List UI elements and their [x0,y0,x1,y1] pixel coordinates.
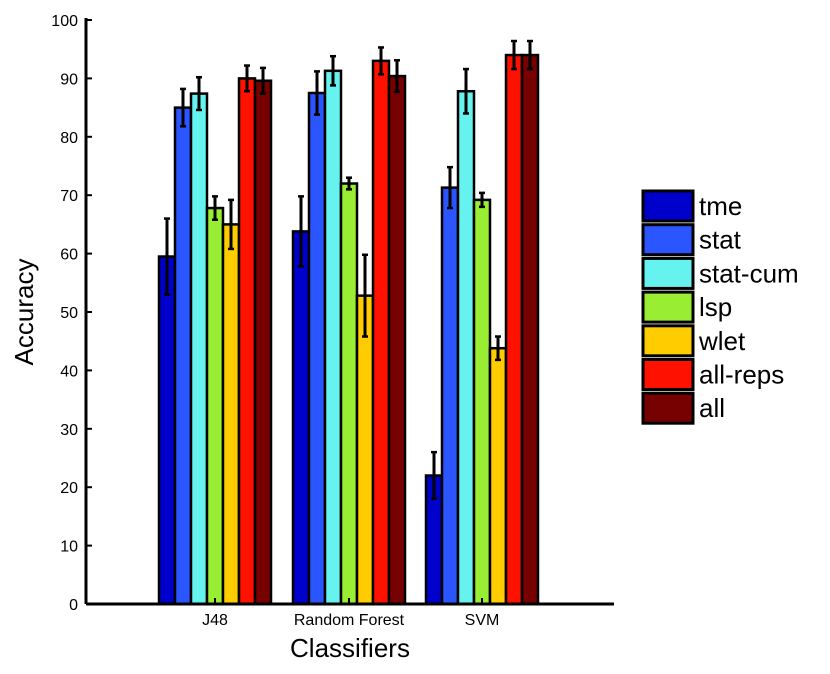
legend-swatch [641,223,695,257]
error-bar-all-j48 [260,66,266,95]
legend-label: wlet [698,326,746,356]
legend-item-lsp: lsp [641,290,732,324]
y-tick-label: 20 [60,480,78,497]
legend-item-wlet: wlet [641,324,746,358]
legend-swatch [641,189,695,223]
legend-swatch [641,324,695,358]
legend-label: all-reps [699,360,784,390]
bar-lsp-random-forest [339,182,359,606]
y-tick-label: 50 [60,305,78,322]
bar-lsp-j48 [205,206,225,606]
legend-swatch [641,391,695,425]
legend-item-stat: stat [641,223,742,257]
error-bar-stat-cum-svm [463,67,469,115]
legend-item-all-reps: all-reps [641,358,784,391]
error-bar-wlet-svm [495,335,501,362]
error-bar-lsp-random-forest [346,176,352,191]
x-axis-title: Classifiers [290,633,410,663]
bar-all-svm [520,53,540,606]
error-bar-stat-random-forest [314,70,320,116]
legend-label: tme [699,191,742,221]
error-bar-lsp-svm [479,191,485,209]
error-bar-all-reps-j48 [244,64,250,93]
bar-all-j48 [253,79,273,606]
legend-label: stat [699,225,742,255]
error-bar-tme-random-forest [298,195,304,268]
y-tick-label: 100 [51,13,78,30]
error-bar-all-reps-svm [511,39,517,71]
error-bar-tme-svm [431,450,437,501]
x-category-label: J48 [202,612,228,629]
bar-lsp-svm [472,198,492,606]
bar-wlet-j48 [221,223,241,606]
y-tick-label: 90 [60,71,78,88]
y-axis-title: Accuracy [9,259,39,366]
bar-stat-j48 [173,106,193,606]
error-bar-tme-j48 [164,217,170,296]
legend-label: stat-cum [699,258,799,288]
bar-stat-random-forest [307,91,327,606]
y-tick-label: 40 [60,363,78,380]
error-bar-stat-cum-random-forest [330,54,336,87]
bar-wlet-random-forest [355,294,375,606]
error-bar-wlet-random-forest [362,253,368,338]
legend-label: all [699,393,725,423]
error-bar-stat-svm [447,165,453,210]
bar-tme-j48 [157,255,177,606]
bar-stat-svm [440,186,460,606]
error-bar-all-reps-random-forest [378,46,384,76]
error-bar-wlet-j48 [228,198,234,251]
x-category-label: Random Forest [294,612,405,629]
legend-label: lsp [699,292,732,322]
bar-stat-cum-random-forest [323,69,343,606]
legend-item-all: all [641,391,725,425]
legend-swatch [641,290,695,324]
bar-tme-random-forest [291,230,311,606]
bar-all-reps-random-forest [371,59,391,606]
bar-all-random-forest [387,74,407,606]
y-tick-label: 30 [60,422,78,439]
error-bar-all-svm [527,39,533,71]
bar-stat-cum-j48 [189,92,209,606]
error-bar-all-random-forest [394,59,400,94]
bar-wlet-svm [488,346,508,606]
y-tick-label: 10 [60,539,78,556]
y-tick-label: 0 [69,597,78,614]
legend-item-stat-cum: stat-cum [641,256,799,290]
bar-stat-cum-svm [456,89,476,606]
y-tick-label: 60 [60,247,78,264]
legend-swatch [641,256,695,290]
x-category-label: SVM [465,612,500,629]
error-bar-stat-cum-j48 [196,75,202,112]
error-bar-lsp-j48 [212,195,218,221]
bar-all-reps-svm [504,53,524,606]
legend-swatch [641,358,695,391]
error-bar-stat-j48 [180,87,186,128]
legend-item-tme: tme [641,189,742,223]
y-tick-label: 70 [60,188,78,205]
bar-all-reps-j48 [237,77,257,606]
y-tick-label: 80 [60,130,78,147]
